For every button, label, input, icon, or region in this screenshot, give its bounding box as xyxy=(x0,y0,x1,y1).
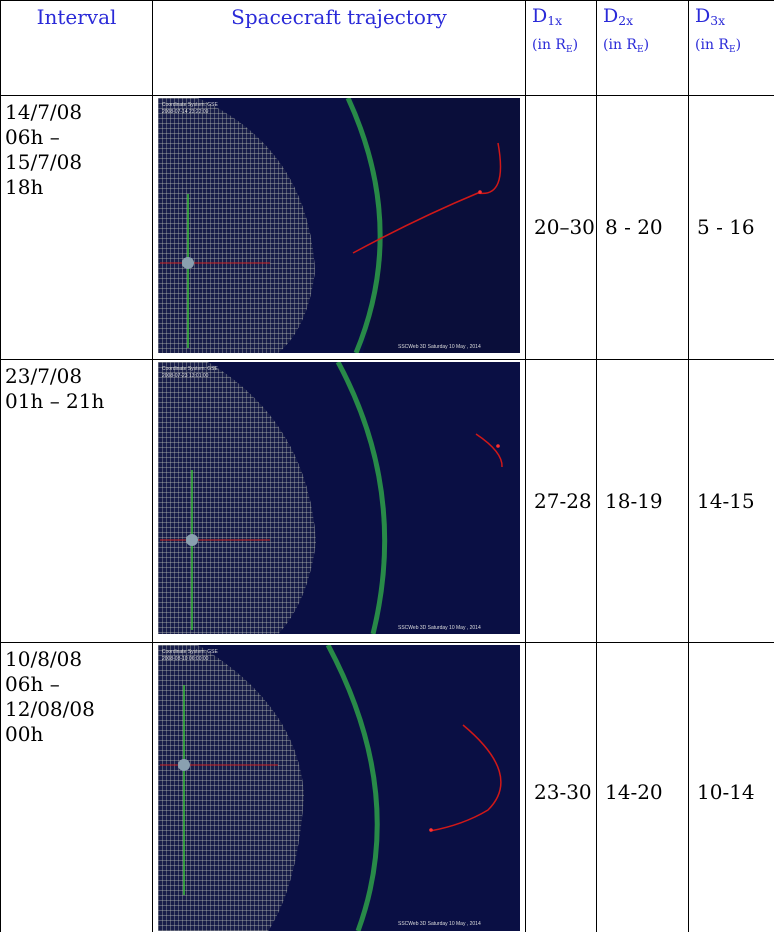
value-cell: 8 - 20 xyxy=(596,95,689,360)
unit-open: (in R xyxy=(603,37,637,53)
unit-subscript: E xyxy=(728,45,736,55)
value-cell: 23-30 xyxy=(525,642,597,932)
trajectory-image: Coordinate System: GSE 2008-07-14 23:22:… xyxy=(158,96,520,354)
symbol: D xyxy=(603,5,619,27)
interval-line: 12/08/08 xyxy=(5,697,95,721)
unit: (in RE) xyxy=(532,37,579,55)
value-cell: 14-20 xyxy=(596,642,689,932)
value: 10-14 xyxy=(697,780,755,804)
trajectory-image: Coordinate System: GSE 2008-07-23 13:01:… xyxy=(158,360,520,635)
unit: (in RE) xyxy=(695,37,742,55)
interval-line: 23/7/08 xyxy=(5,364,83,388)
image-text: SSCWeb 3D Saturday 10 May , 2014 xyxy=(398,344,481,350)
header-text: Spacecraft trajectory xyxy=(231,5,447,29)
value-cell: 20–30 xyxy=(525,95,597,360)
value: 18-19 xyxy=(605,488,663,513)
image-text: SSCWeb 3D Saturday 10 May , 2014 xyxy=(398,921,481,927)
trajectory-image: Coordinate System: GSE 2008-08-10 06:00:… xyxy=(158,643,520,932)
interval-line: 18h xyxy=(5,175,44,199)
interval-cell: 14/7/08 06h –15/7/08 18h xyxy=(0,95,153,360)
value-cell: 18-19 xyxy=(596,359,689,643)
unit-close: ) xyxy=(572,37,579,53)
header-cell: Spacecraft trajectory xyxy=(152,0,526,96)
interval-cell: 10/8/08 06h –12/08/08 00h xyxy=(0,642,153,932)
header-cell: D2x (in RE) xyxy=(596,0,689,96)
subscript: 1x xyxy=(547,14,563,28)
header-text: Interval xyxy=(36,5,117,29)
unit-open: (in R xyxy=(695,37,729,53)
interval-line: 01h – 21h xyxy=(5,389,105,413)
unit: (in RE) xyxy=(603,37,650,55)
value: 14-20 xyxy=(605,780,663,804)
value: 14-15 xyxy=(697,488,755,513)
symbol: D xyxy=(695,5,711,27)
interval-cell: 23/7/08 01h – 21h xyxy=(0,359,153,643)
unit-close: ) xyxy=(643,37,650,53)
image-cell: Coordinate System: GSE 2008-07-14 23:22:… xyxy=(152,95,526,360)
unit-subscript: E xyxy=(565,45,573,55)
image-text: Coordinate System: GSE xyxy=(162,649,219,655)
value: 23-30 xyxy=(534,780,592,804)
image-text: 2008-07-23 13:01:00 xyxy=(162,373,209,379)
subscript: 2x xyxy=(618,14,634,28)
image-text: Coordinate System: GSE xyxy=(162,366,219,372)
value: 5 - 16 xyxy=(697,215,755,239)
interval-line: 06h – xyxy=(5,125,60,149)
image-cell: Coordinate System: GSE 2008-07-23 13:01:… xyxy=(152,359,526,643)
image-cell: Coordinate System: GSE 2008-08-10 06:00:… xyxy=(152,642,526,932)
subscript: 3x xyxy=(710,14,726,28)
interval-line: 10/8/08 xyxy=(5,647,83,671)
interval-line: 14/7/08 xyxy=(5,100,83,124)
value: 27-28 xyxy=(534,488,592,513)
value: 8 - 20 xyxy=(605,215,663,239)
header-cell: Interval xyxy=(0,0,153,96)
header-row: Interval Spacecraft trajectory D1x (in RE… xyxy=(0,0,774,96)
row: 10/8/08 06h –12/08/08 00h Coordinate Syste… xyxy=(0,642,774,932)
image-text: SSCWeb 3D Saturday 10 May , 2014 xyxy=(398,625,481,631)
value-cell: 14-15 xyxy=(688,359,774,643)
interval-line: 15/7/08 xyxy=(5,150,83,174)
row: 14/7/08 06h –15/7/08 18h Coordinate System… xyxy=(0,95,774,360)
image-text: Coordinate System: GSE xyxy=(162,102,219,108)
header-cell: D1x (in RE) xyxy=(525,0,597,96)
interval-line: 06h – xyxy=(5,672,60,696)
value-cell: 27-28 xyxy=(525,359,597,643)
unit-close: ) xyxy=(735,37,742,53)
interval-line: 00h xyxy=(5,722,44,746)
unit-open: (in R xyxy=(532,37,566,53)
symbol: D xyxy=(532,5,548,27)
value: 20–30 xyxy=(534,215,595,239)
header-cell: D3x (in RE) xyxy=(688,0,774,96)
unit-subscript: E xyxy=(636,45,644,55)
row: 23/7/08 01h – 21h Coordinate System: GSE … xyxy=(0,359,774,643)
image-text: 2008-08-10 06:00:00 xyxy=(162,656,209,662)
value-cell: 5 - 16 xyxy=(688,95,774,360)
value-cell: 10-14 xyxy=(688,642,774,932)
image-text: 2008-07-14 23:22:09 xyxy=(162,109,209,115)
